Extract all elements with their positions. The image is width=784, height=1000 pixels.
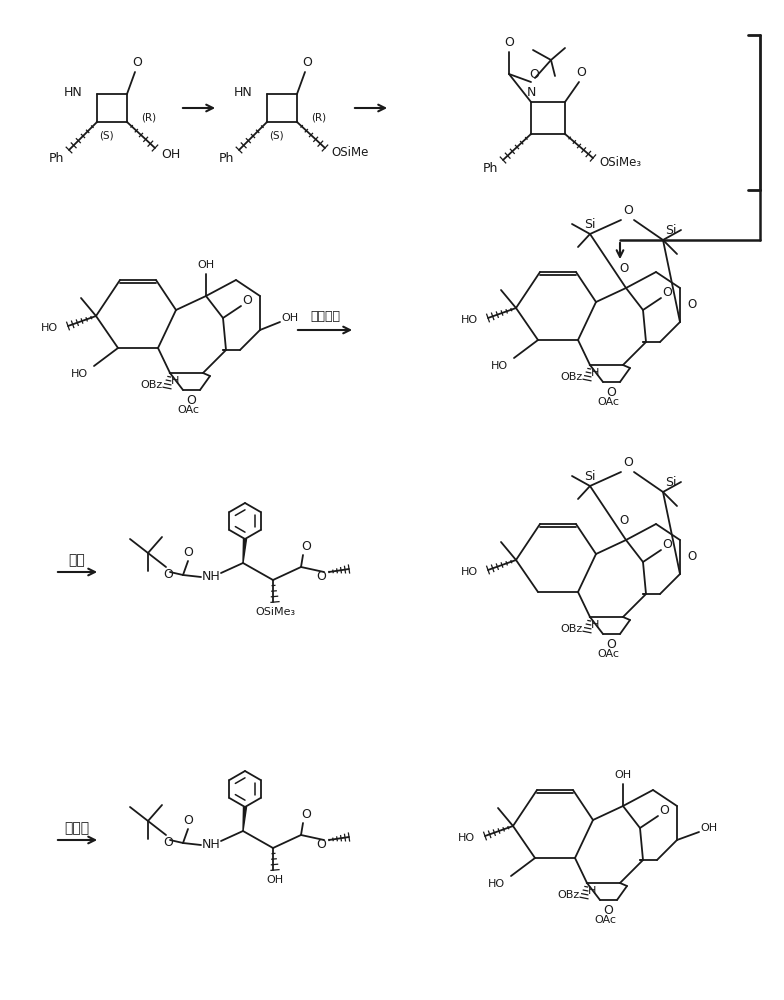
- Text: (S): (S): [99, 131, 114, 141]
- Text: HO: HO: [488, 879, 505, 889]
- Text: OAc: OAc: [597, 649, 619, 659]
- Text: Si: Si: [584, 470, 596, 483]
- Text: O: O: [504, 36, 514, 49]
- Text: O: O: [183, 814, 193, 828]
- Text: OSiMe₃: OSiMe₃: [255, 607, 295, 617]
- Text: Ph: Ph: [483, 161, 498, 174]
- Text: 缩合: 缩合: [69, 553, 85, 567]
- Text: O: O: [623, 456, 633, 470]
- Text: Ph: Ph: [219, 151, 234, 164]
- Text: OBz: OBz: [558, 890, 580, 900]
- Text: HO: HO: [461, 567, 478, 577]
- Text: O: O: [623, 205, 633, 218]
- Text: H: H: [591, 620, 599, 630]
- Text: OH: OH: [161, 147, 180, 160]
- Text: O: O: [183, 546, 193, 560]
- Text: H: H: [588, 886, 596, 896]
- Text: O: O: [688, 298, 697, 310]
- Text: OBz: OBz: [561, 372, 583, 382]
- Text: O: O: [606, 385, 616, 398]
- Text: OAc: OAc: [597, 397, 619, 407]
- Text: N: N: [526, 87, 535, 100]
- Text: OBz: OBz: [561, 624, 583, 634]
- Text: 羟基保护: 羟基保护: [310, 310, 340, 324]
- Text: OAc: OAc: [594, 915, 616, 925]
- Text: (R): (R): [311, 113, 326, 123]
- Text: O: O: [688, 550, 697, 562]
- Text: NH: NH: [201, 570, 220, 584]
- Text: (R): (R): [141, 113, 156, 123]
- Text: HN: HN: [64, 86, 83, 99]
- Text: OH: OH: [281, 313, 299, 323]
- Text: O: O: [163, 836, 173, 850]
- Text: O: O: [316, 838, 326, 852]
- Text: HO: HO: [461, 315, 478, 325]
- Text: Si: Si: [666, 476, 677, 488]
- Text: O: O: [662, 286, 672, 298]
- Text: O: O: [606, 638, 616, 650]
- Text: 脱保护: 脱保护: [64, 821, 89, 835]
- Text: O: O: [301, 808, 311, 822]
- Text: OAc: OAc: [177, 405, 199, 415]
- Text: H: H: [591, 368, 599, 378]
- Text: O: O: [603, 904, 613, 916]
- Text: OH: OH: [700, 823, 717, 833]
- Text: O: O: [576, 66, 586, 80]
- Text: O: O: [316, 570, 326, 584]
- Polygon shape: [243, 539, 246, 563]
- Text: Ph: Ph: [49, 151, 64, 164]
- Text: OH: OH: [615, 770, 632, 780]
- Text: O: O: [301, 540, 311, 554]
- Text: H: H: [171, 376, 180, 386]
- Text: O: O: [186, 393, 196, 406]
- Text: Si: Si: [584, 218, 596, 231]
- Polygon shape: [243, 807, 246, 831]
- Text: Si: Si: [666, 224, 677, 236]
- Text: HO: HO: [491, 361, 508, 371]
- Text: O: O: [659, 804, 669, 816]
- Text: O: O: [662, 538, 672, 550]
- Text: (S): (S): [269, 131, 284, 141]
- Text: HN: HN: [234, 86, 253, 99]
- Text: O: O: [242, 294, 252, 306]
- Text: HO: HO: [71, 369, 88, 379]
- Text: NH: NH: [201, 838, 220, 852]
- Text: OH: OH: [198, 260, 215, 270]
- Text: HO: HO: [41, 323, 58, 333]
- Text: O: O: [302, 56, 312, 70]
- Text: O: O: [529, 68, 539, 81]
- Text: HO: HO: [458, 833, 475, 843]
- Text: OSiMe₃: OSiMe₃: [599, 156, 641, 169]
- Text: O: O: [132, 56, 142, 70]
- Text: OSiMe: OSiMe: [331, 146, 368, 159]
- Text: O: O: [619, 261, 629, 274]
- Text: OH: OH: [267, 875, 284, 885]
- Text: OBz: OBz: [141, 380, 163, 390]
- Text: O: O: [163, 568, 173, 582]
- Text: O: O: [619, 514, 629, 526]
